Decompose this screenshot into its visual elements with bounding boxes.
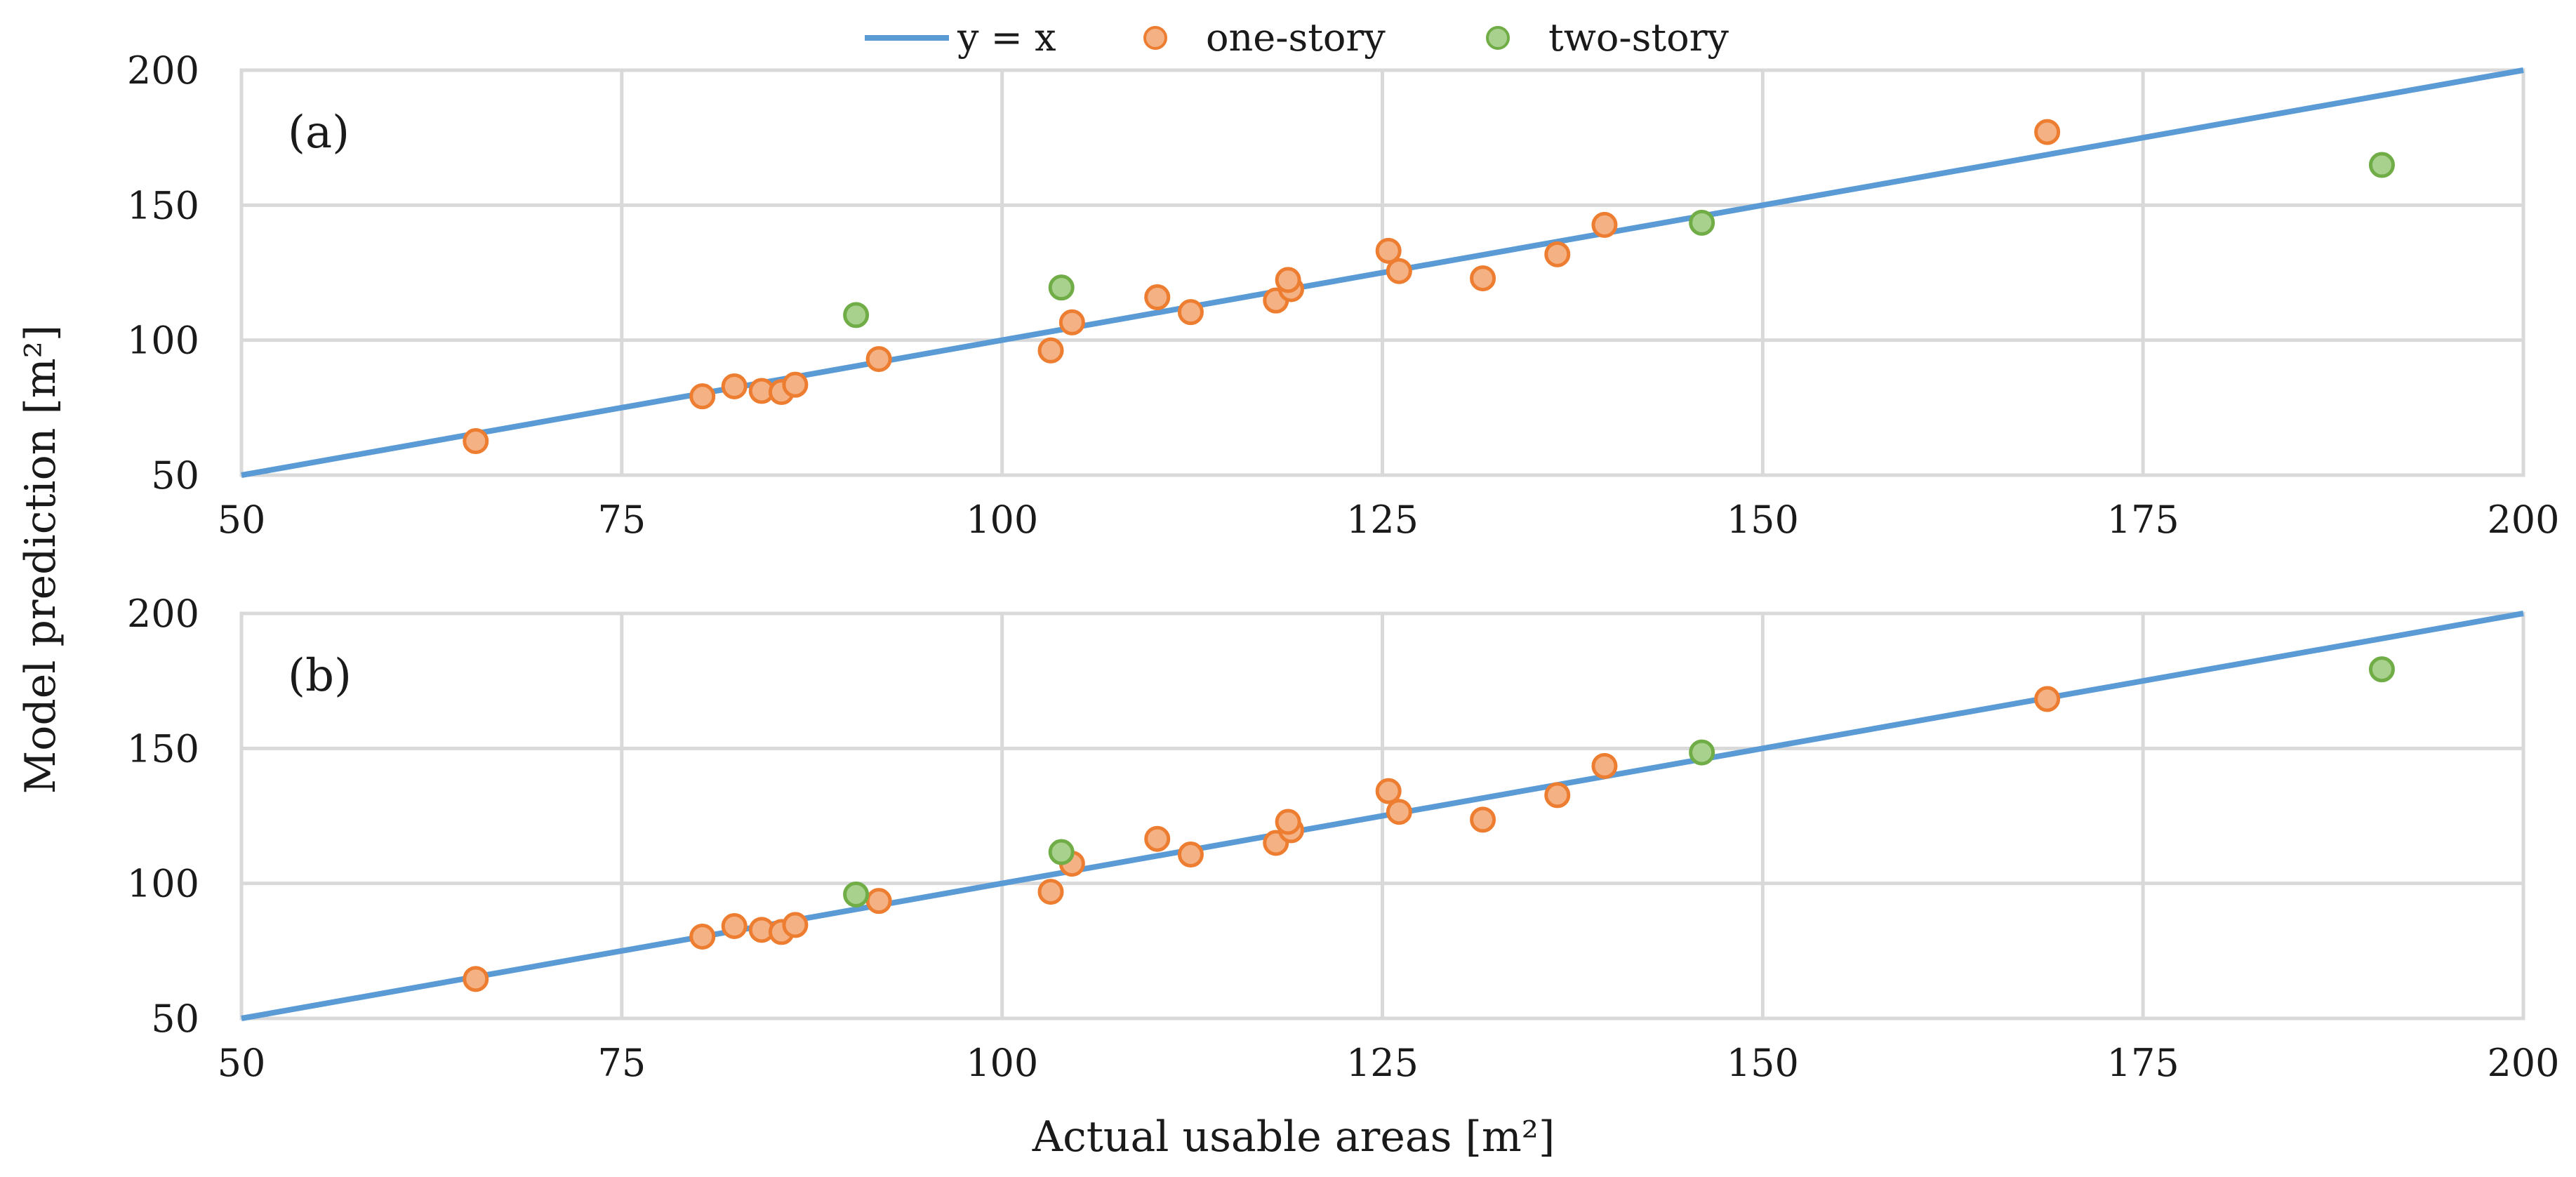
panel-b-two-story-point	[1689, 739, 1715, 766]
panel-b-one-story-point	[1144, 825, 1171, 852]
panel-b-two-story-point	[843, 881, 870, 907]
panel-a-label: (a)	[288, 107, 350, 159]
panel-b-x-tick-label: 100	[966, 1041, 1038, 1085]
panel-a-y-tick-label: 100	[127, 319, 199, 363]
panel-a-two-story-point	[1048, 274, 1075, 301]
panel-a-one-story-point	[782, 371, 809, 398]
panel-b-y-tick-label: 150	[127, 726, 199, 771]
panel-a-x-tick-label: 150	[1727, 498, 1799, 542]
panel-a-one-story-point	[1275, 267, 1301, 293]
panel-b-two-story-point	[2368, 656, 2395, 683]
panel-a-identity-line	[241, 67, 2524, 478]
panel-b-x-tick-label: 50	[218, 1041, 266, 1085]
panel-a-y-tick-label: 200	[127, 48, 199, 93]
panel-a-x-tick-label: 75	[597, 498, 646, 542]
panel-a-one-story-point	[1386, 258, 1412, 284]
panel-b-x-tick-label: 125	[1346, 1041, 1419, 1085]
panel-a-two-story-point	[843, 302, 870, 328]
legend-two-story-label: two-story	[1548, 15, 1729, 60]
panel-a-one-story-point	[1144, 284, 1171, 311]
panel-b-one-story-point	[1386, 799, 1412, 825]
legend-one-story-marker	[1143, 26, 1167, 50]
panel-a-one-story-point	[1058, 309, 1085, 335]
panel-b-one-story-point	[1037, 879, 1064, 905]
legend-identity-label: y = x	[957, 15, 1056, 60]
panel-b-one-story-point	[782, 912, 809, 938]
panel-a-one-story-point	[721, 373, 748, 399]
panel-b-label: (b)	[288, 650, 352, 702]
panel-b-y-tick-label: 200	[127, 592, 199, 636]
panel-b-one-story-point	[689, 923, 716, 950]
panel-b-one-story-point	[865, 888, 892, 915]
panel-b: 50 75 100 125 150 175 200 50 100 150 200 (b)	[127, 592, 2560, 1085]
panel-b-one-story-point	[1591, 752, 1618, 779]
panel-b-plot-frame	[239, 611, 2525, 1020]
panel-a-y-tick-label: 50	[151, 453, 199, 498]
panel-a-x-tick-label: 50	[218, 498, 266, 542]
panel-b-one-story-point	[1177, 842, 1204, 868]
panel-b-one-story-point	[1375, 778, 1402, 804]
panel-b-y-tick-label: 100	[127, 862, 199, 906]
legend-one-story-label: one-story	[1206, 15, 1386, 60]
panel-b-one-story-point	[1544, 782, 1571, 809]
panel-b-x-tick-label: 200	[2487, 1041, 2559, 1085]
x-axis-title: Actual usable areas [m²]	[1032, 1112, 1555, 1162]
panel-a-one-story-point	[1037, 337, 1064, 364]
panel-b-y-tick-label: 50	[151, 997, 199, 1041]
panel-b-one-story-point	[1470, 806, 1496, 833]
panel-b-one-story-point	[721, 912, 748, 939]
panel-a-two-story-point	[2368, 152, 2395, 178]
panel-b-identity-line	[241, 611, 2524, 1021]
panel-a-one-story-point	[1470, 265, 1496, 292]
panel-b-one-story-point	[2034, 686, 2061, 712]
panel-b-one-story-point	[463, 966, 489, 992]
panel-b-two-story-point	[1048, 839, 1075, 865]
panel-a: 50 75 100 125 150 175 200 50 100 150 200 (a)	[127, 48, 2560, 542]
panel-a-two-story-point	[1689, 209, 1715, 236]
panel-a-x-tick-label: 125	[1346, 498, 1419, 542]
panel-a-plot-frame	[239, 68, 2525, 477]
legend: y = x one-story two-story	[865, 15, 1729, 60]
panel-a-y-tick-label: 150	[127, 183, 199, 227]
panel-b-x-tick-label: 150	[1727, 1041, 1799, 1085]
y-axis-title: Model prediction [m²]	[16, 325, 65, 794]
panel-a-x-tick-label: 100	[966, 498, 1038, 542]
panel-a-one-story-point	[865, 346, 892, 373]
panel-a-one-story-point	[1177, 299, 1204, 326]
panel-b-x-tick-label: 75	[597, 1041, 646, 1085]
panel-b-x-tick-label: 175	[2107, 1041, 2179, 1085]
panel-a-one-story-point	[1591, 211, 1618, 238]
panel-a-one-story-point	[1375, 237, 1402, 264]
panel-a-one-story-point	[463, 428, 489, 455]
panel-a-x-tick-label: 175	[2107, 498, 2179, 542]
panel-a-one-story-point	[2034, 119, 2061, 145]
panel-a-x-tick-label: 200	[2487, 498, 2559, 542]
panel-a-one-story-point	[1544, 241, 1571, 267]
panel-b-one-story-point	[1275, 809, 1301, 835]
panel-a-one-story-point	[689, 383, 716, 410]
legend-two-story-marker	[1486, 26, 1510, 50]
